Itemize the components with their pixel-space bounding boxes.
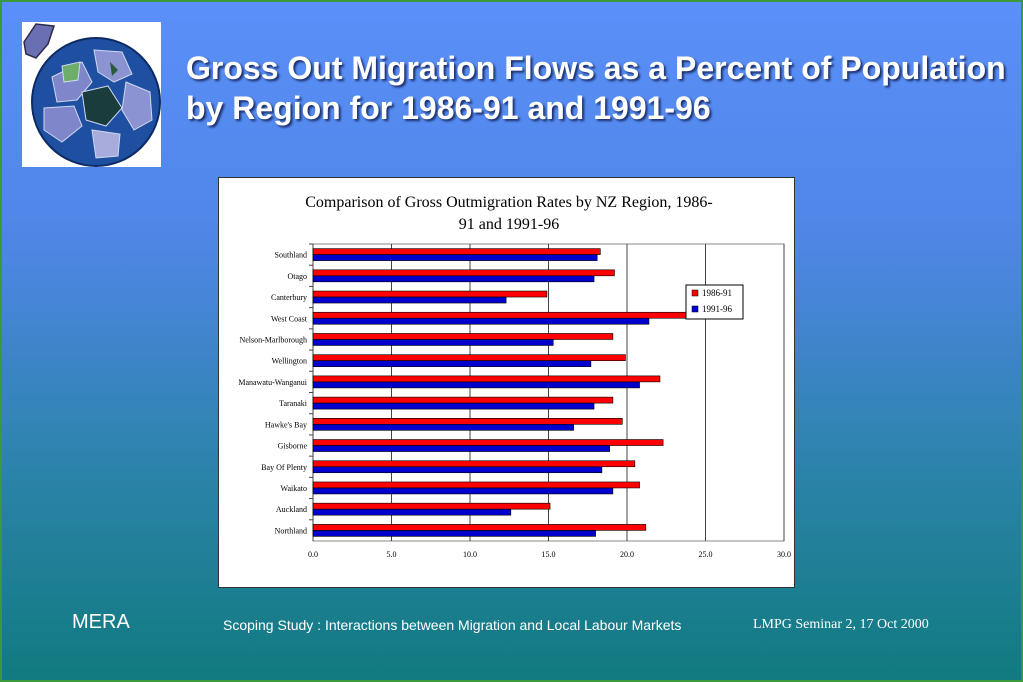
bar-1986-91 xyxy=(312,524,647,531)
chart-title-line-1: Comparison of Gross Outmigration Rates b… xyxy=(305,194,713,211)
bar-1991-96 xyxy=(312,487,614,495)
chart-panel: Comparison of Gross Outmigration Rates b… xyxy=(218,177,795,588)
bar-1991-96 xyxy=(312,402,595,410)
y-tick-label: Gisborne xyxy=(278,442,308,451)
x-tick-label: 15.0 xyxy=(542,550,556,559)
globe-logo-icon xyxy=(22,22,161,167)
bar-1986-91 xyxy=(312,311,700,319)
footer-seminar: LMPG Seminar 2, 17 Oct 2000 xyxy=(753,617,929,632)
y-tick-label: Manawatu-Wanganui xyxy=(238,378,307,387)
x-tick-label: 25.0 xyxy=(699,550,713,559)
y-tick-label: Auckland xyxy=(276,505,307,514)
bar-1986-91 xyxy=(312,396,614,404)
bar-1991-96 xyxy=(312,360,592,367)
slide-title: Gross Out Migration Flows as a Percent o… xyxy=(186,50,1006,126)
y-tick-label: Otago xyxy=(287,272,307,281)
bar-1991-96 xyxy=(312,466,603,474)
y-tick-label: Taranaki xyxy=(279,399,308,408)
bar-1991-96 xyxy=(312,275,595,283)
bar-1991-96 xyxy=(312,317,650,325)
chart-title: Comparison of Gross Outmigration Rates b… xyxy=(279,192,739,236)
y-tick-label: Hawke's Bay xyxy=(265,420,307,429)
x-tick-label: 30.0 xyxy=(777,550,791,559)
legend-label: 1991-96 xyxy=(702,304,732,314)
y-tick-label: Nelson-Marlborough xyxy=(239,335,307,344)
bar-1986-91 xyxy=(312,375,661,383)
y-tick-label: West Coast xyxy=(271,314,308,323)
bar-1991-96 xyxy=(312,254,598,261)
bar-1991-96 xyxy=(312,530,596,537)
legend-swatch xyxy=(691,289,699,297)
y-tick-label: Waikato xyxy=(281,484,307,493)
footer-org: MERA xyxy=(72,611,130,633)
bar-1986-91 xyxy=(312,481,640,489)
y-tick-label: Northland xyxy=(275,526,307,535)
legend-swatch xyxy=(691,305,699,313)
bar-1991-96 xyxy=(312,445,611,452)
bar-1986-91 xyxy=(312,269,615,277)
chart-title-line-2: 91 and 1991-96 xyxy=(458,216,560,233)
bar-1986-91 xyxy=(312,502,551,510)
x-tick-label: 20.0 xyxy=(620,550,634,559)
x-tick-label: 10.0 xyxy=(463,550,477,559)
x-tick-label: 0.0 xyxy=(308,550,318,559)
y-tick-label: Wellington xyxy=(272,357,307,366)
bar-chart: 0.0 5.0 10.0 15.0 20.0 25.0 30.0 Southland Otago… xyxy=(238,243,791,559)
y-tick-label: Canterbury xyxy=(271,293,307,302)
bar-1986-91 xyxy=(312,354,626,361)
x-tick-label: 5.0 xyxy=(387,550,397,559)
bar-1986-91 xyxy=(312,290,548,298)
legend-label: 1986-91 xyxy=(702,288,732,298)
bar-1991-96 xyxy=(312,381,640,389)
footer-study: Scoping Study : Interactions between Mig… xyxy=(223,617,682,633)
y-tick-label: Southland xyxy=(275,251,307,260)
bar-1991-96 xyxy=(312,339,554,346)
bar-1986-91 xyxy=(312,439,664,446)
bar-1991-96 xyxy=(312,424,574,431)
bar-1986-91 xyxy=(312,460,636,468)
bar-1986-91 xyxy=(312,333,614,340)
bar-1991-96 xyxy=(312,296,507,304)
bar-1986-91 xyxy=(312,418,623,425)
bar-1986-91 xyxy=(312,248,601,255)
bar-1991-96 xyxy=(312,508,512,516)
y-tick-label: Bay Of Plenty xyxy=(261,463,307,472)
